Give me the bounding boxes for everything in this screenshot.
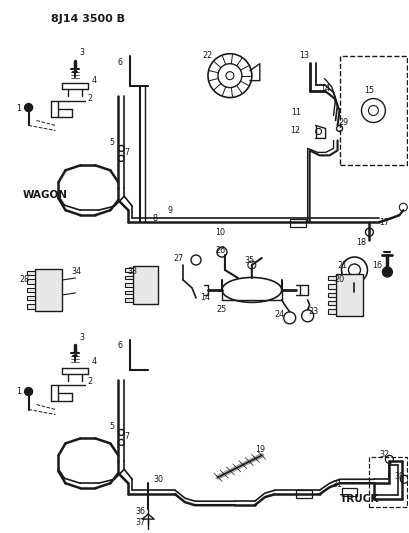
- Bar: [328, 276, 335, 280]
- Text: 33: 33: [127, 268, 137, 277]
- Text: 9: 9: [168, 206, 173, 215]
- Bar: [27, 296, 35, 301]
- Bar: [335, 274, 364, 316]
- Circle shape: [118, 156, 124, 161]
- Text: 12: 12: [291, 126, 301, 135]
- Text: 13: 13: [299, 51, 309, 60]
- Text: 2: 2: [88, 94, 93, 103]
- Text: 2: 2: [88, 377, 93, 386]
- Bar: [296, 490, 312, 498]
- Text: 7: 7: [125, 148, 130, 157]
- Bar: [27, 304, 35, 309]
- Text: WAGON: WAGON: [22, 190, 67, 200]
- Bar: [328, 310, 335, 314]
- Text: 14: 14: [200, 293, 210, 302]
- Bar: [125, 298, 133, 302]
- Text: 36: 36: [135, 507, 145, 515]
- Circle shape: [399, 203, 407, 211]
- Text: 21: 21: [337, 261, 348, 270]
- Bar: [339, 56, 407, 165]
- Circle shape: [191, 255, 201, 265]
- Bar: [27, 288, 35, 292]
- Circle shape: [118, 146, 124, 151]
- Text: 1: 1: [16, 387, 21, 396]
- Bar: [328, 301, 335, 305]
- Text: 38: 38: [394, 472, 405, 481]
- Text: 10: 10: [215, 228, 225, 237]
- Text: 5: 5: [110, 422, 115, 431]
- Bar: [125, 290, 133, 294]
- Bar: [369, 457, 407, 507]
- Text: 20: 20: [335, 276, 345, 285]
- Bar: [290, 219, 306, 227]
- Text: 27: 27: [173, 254, 183, 263]
- Text: 6: 6: [118, 58, 123, 67]
- Text: 5: 5: [110, 138, 115, 147]
- Circle shape: [118, 430, 124, 435]
- Text: 19: 19: [255, 445, 265, 454]
- Text: 18: 18: [357, 238, 366, 247]
- Text: 1: 1: [16, 104, 21, 113]
- Circle shape: [217, 247, 227, 257]
- Text: 7: 7: [125, 432, 130, 441]
- Text: 3: 3: [80, 48, 85, 57]
- Text: 4: 4: [92, 357, 97, 366]
- Circle shape: [25, 103, 33, 111]
- Text: 29: 29: [338, 118, 348, 127]
- Text: 34: 34: [72, 268, 81, 277]
- Bar: [27, 271, 35, 276]
- Text: 32: 32: [379, 450, 389, 459]
- Text: 8J14 3500 B: 8J14 3500 B: [51, 14, 124, 24]
- Text: 6: 6: [118, 341, 123, 350]
- Text: 25: 25: [217, 305, 227, 314]
- Text: 35: 35: [245, 255, 255, 264]
- Text: 22: 22: [203, 51, 213, 60]
- Bar: [125, 268, 133, 272]
- Circle shape: [382, 267, 392, 277]
- Text: 28: 28: [20, 276, 30, 285]
- Text: 17: 17: [379, 217, 389, 227]
- Text: 16: 16: [373, 261, 382, 270]
- Text: 4: 4: [92, 76, 97, 85]
- Text: 31: 31: [333, 480, 343, 489]
- Bar: [342, 488, 357, 496]
- Circle shape: [226, 71, 234, 79]
- Text: 3: 3: [80, 333, 85, 342]
- Bar: [35, 269, 63, 311]
- Text: 15: 15: [364, 86, 375, 95]
- Text: 30: 30: [153, 475, 163, 484]
- Text: 23: 23: [308, 308, 319, 317]
- Bar: [27, 279, 35, 284]
- Text: 37: 37: [135, 518, 145, 527]
- Bar: [328, 293, 335, 297]
- Bar: [125, 283, 133, 287]
- Text: TRUCK: TRUCK: [339, 494, 379, 504]
- Circle shape: [118, 439, 124, 446]
- Circle shape: [25, 387, 33, 395]
- Text: 8: 8: [153, 214, 157, 223]
- Text: 11: 11: [291, 108, 301, 117]
- Text: 26: 26: [215, 246, 225, 255]
- Text: 14: 14: [321, 84, 330, 93]
- Circle shape: [366, 228, 373, 236]
- Bar: [328, 284, 335, 289]
- Bar: [125, 276, 133, 279]
- Text: 24: 24: [275, 310, 285, 319]
- Bar: [133, 266, 158, 304]
